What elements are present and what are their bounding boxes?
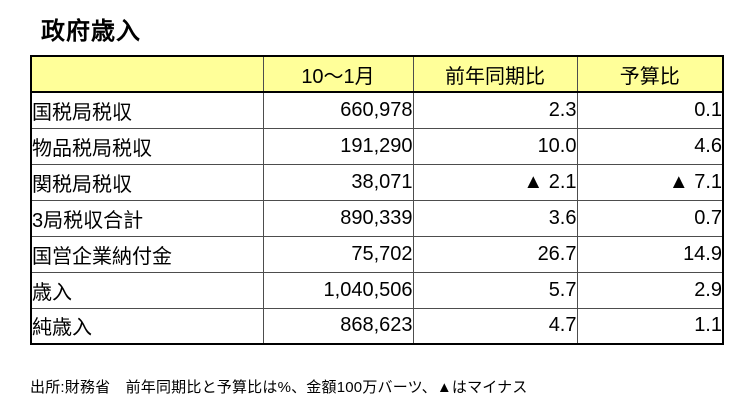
table-row: 純歳入 868,623 4.7 1.1 (30, 307, 724, 345)
amount-cell: 660,978 (262, 91, 414, 129)
page-title: 政府歳入 (41, 18, 141, 45)
revenue-table: 10〜1月 前年同期比 予算比 国税局税収 660,978 2.3 0.1 物品… (30, 55, 724, 345)
table-row: 関税局税収 38,071 ▲ 2.1 ▲ 7.1 (30, 163, 724, 201)
vs-budget-cell: 4.6 (576, 127, 724, 165)
yoy-cell: 3.6 (412, 199, 578, 237)
yoy-cell: 2.3 (412, 91, 578, 129)
col-header-vs-budget: 予算比 (576, 55, 724, 93)
row-label-cell: 純歳入 (30, 307, 264, 345)
row-label-cell: 物品税局税収 (30, 127, 264, 165)
col-header-empty (30, 55, 264, 93)
yoy-cell: ▲ 2.1 (412, 163, 578, 201)
amount-cell: 1,040,506 (262, 271, 414, 309)
col-header-period: 10〜1月 (262, 55, 414, 93)
row-label-cell: 3局税収合計 (30, 199, 264, 237)
vs-budget-cell: 0.7 (576, 199, 724, 237)
source-footnote: 出所:財務省 前年同期比と予算比は%、金額100万バーツ、▲はマイナス (30, 379, 528, 396)
yoy-cell: 5.7 (412, 271, 578, 309)
table-row: 3局税収合計 890,339 3.6 0.7 (30, 199, 724, 237)
vs-budget-cell: 14.9 (576, 235, 724, 273)
row-label-cell: 関税局税収 (30, 163, 264, 201)
row-label-cell: 国営企業納付金 (30, 235, 264, 273)
vs-budget-cell: 1.1 (576, 307, 724, 345)
vs-budget-cell: 0.1 (576, 91, 724, 129)
yoy-cell: 10.0 (412, 127, 578, 165)
col-header-yoy: 前年同期比 (412, 55, 578, 93)
amount-cell: 75,702 (262, 235, 414, 273)
amount-cell: 191,290 (262, 127, 414, 165)
amount-cell: 868,623 (262, 307, 414, 345)
table-row: 物品税局税収 191,290 10.0 4.6 (30, 127, 724, 165)
amount-cell: 890,339 (262, 199, 414, 237)
vs-budget-cell: 2.9 (576, 271, 724, 309)
vs-budget-cell: ▲ 7.1 (576, 163, 724, 201)
yoy-cell: 4.7 (412, 307, 578, 345)
amount-cell: 38,071 (262, 163, 414, 201)
table-row: 国税局税収 660,978 2.3 0.1 (30, 91, 724, 129)
table-row: 国営企業納付金 75,702 26.7 14.9 (30, 235, 724, 273)
yoy-cell: 26.7 (412, 235, 578, 273)
row-label-cell: 歳入 (30, 271, 264, 309)
row-label-cell: 国税局税収 (30, 91, 264, 129)
table-row: 歳入 1,040,506 5.7 2.9 (30, 271, 724, 309)
table-header-row: 10〜1月 前年同期比 予算比 (30, 55, 724, 93)
